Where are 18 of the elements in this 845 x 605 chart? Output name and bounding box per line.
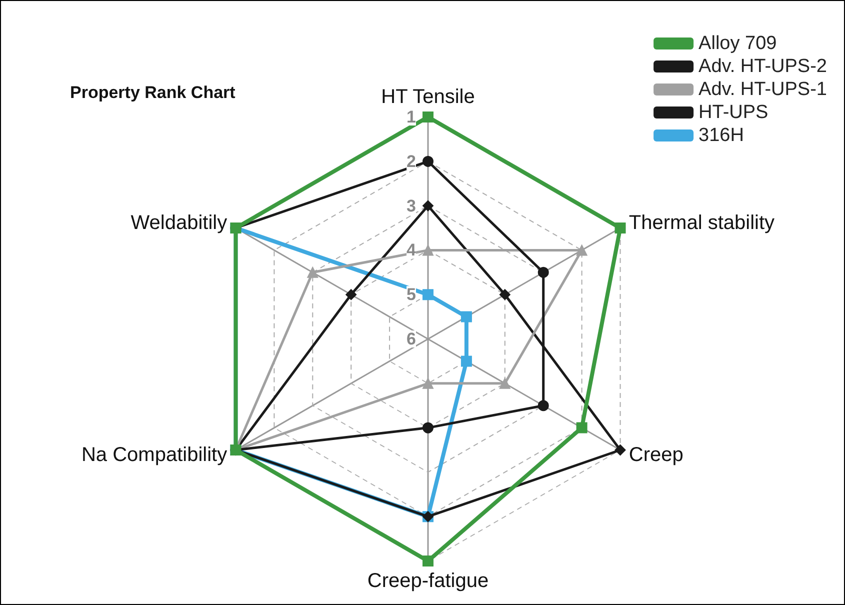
y-tick-label: 4	[406, 240, 417, 260]
y-tick-label: 3	[406, 196, 416, 216]
legend-label: Adv. HT-UPS-2	[698, 56, 828, 77]
spoke-label: Na Compatibility	[81, 444, 228, 466]
legend-label: Alloy 709	[698, 33, 777, 54]
y-tick-label: 1	[406, 108, 416, 126]
spoke-label: HT Tensile	[381, 86, 475, 108]
y-tick-label: 5	[406, 285, 416, 304]
text: Property Rank Chart	[70, 83, 236, 102]
y-tick-label: 2	[406, 152, 416, 171]
legend-label: Adv. HT-UPS-1	[698, 79, 828, 100]
spoke-label: Creep-fatigue	[367, 570, 489, 592]
legend-label: 316H	[698, 125, 744, 146]
legend-label: HT-UPS	[698, 102, 768, 123]
spoke-label: Thermal stability	[628, 212, 775, 234]
spoke-label: Weldabitily	[130, 212, 228, 234]
y-tick-label: 6	[406, 330, 416, 348]
spoke-label: Creep	[628, 444, 684, 466]
